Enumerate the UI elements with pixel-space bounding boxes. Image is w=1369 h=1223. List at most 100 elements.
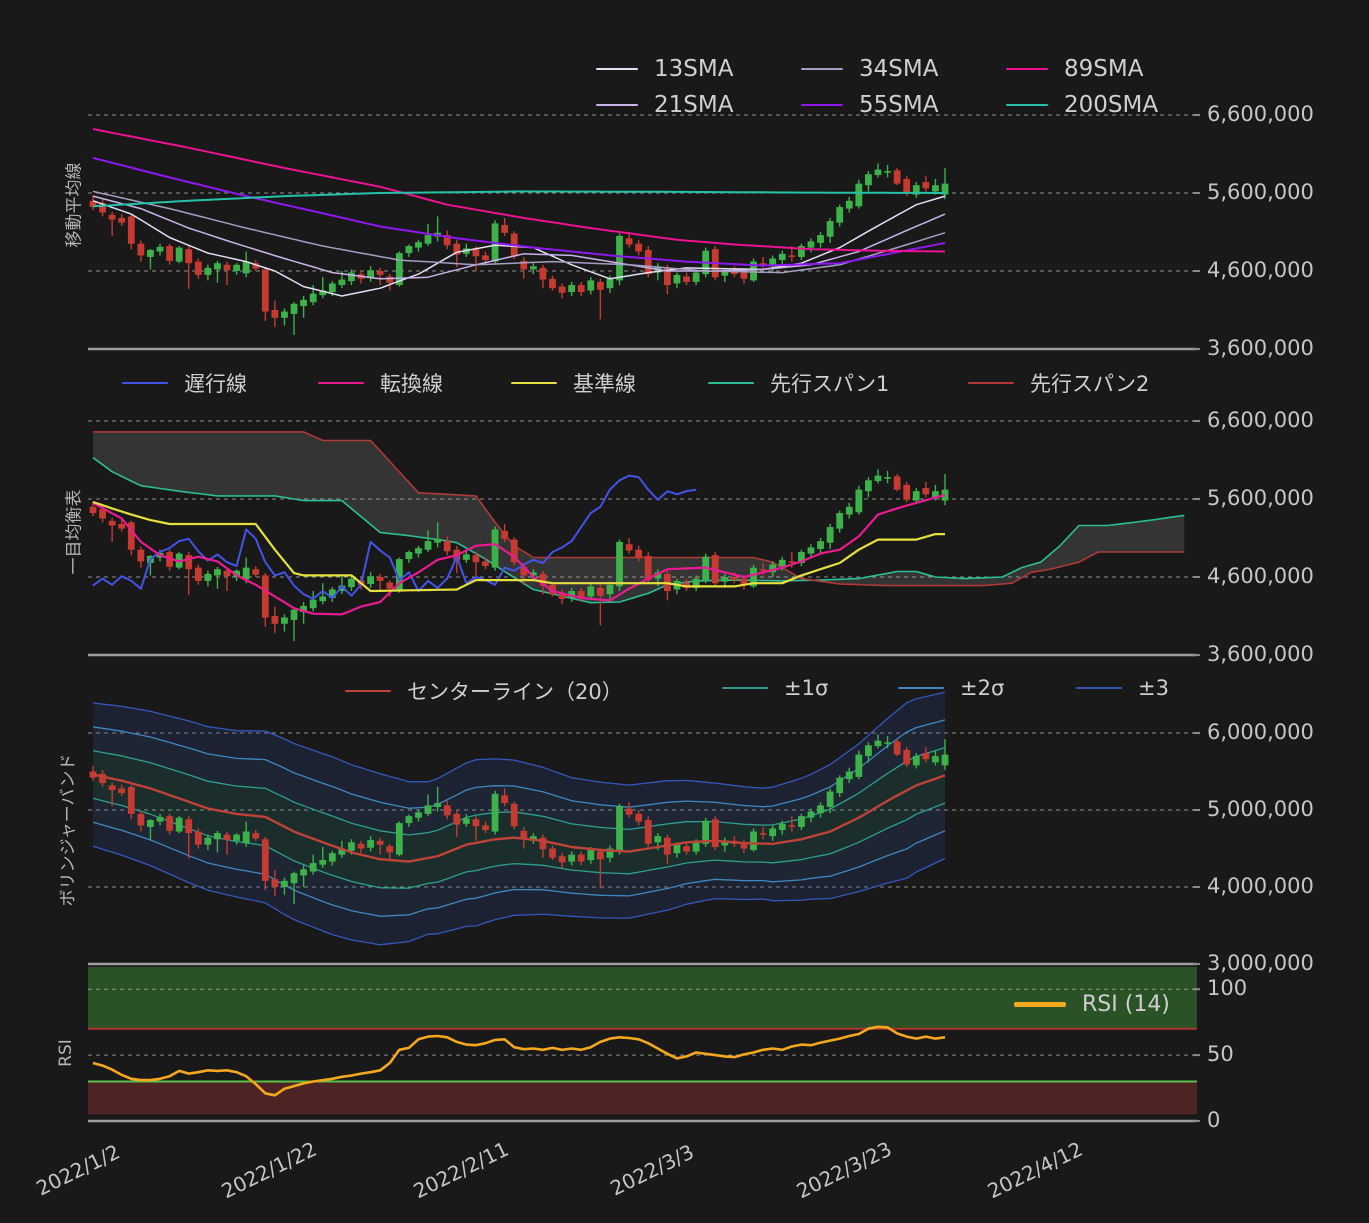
candle-body bbox=[204, 573, 212, 581]
y-tick-label: 0 bbox=[1207, 1108, 1221, 1132]
candle-body bbox=[769, 828, 777, 837]
candle-body bbox=[845, 771, 853, 780]
candle-body bbox=[233, 834, 240, 841]
candle-body bbox=[740, 272, 748, 279]
candle-body bbox=[798, 816, 805, 827]
candle-body bbox=[309, 599, 317, 609]
candle-body bbox=[281, 617, 288, 624]
y-tick-label: 50 bbox=[1207, 1042, 1234, 1067]
candle-body bbox=[932, 491, 939, 498]
candle-body bbox=[826, 221, 834, 237]
candle-body bbox=[501, 530, 509, 539]
candle-body bbox=[300, 605, 308, 613]
candle-body bbox=[108, 785, 116, 790]
legend-swatch bbox=[511, 381, 557, 385]
candle-body bbox=[625, 544, 633, 551]
candle-body bbox=[482, 255, 489, 261]
candle-body bbox=[750, 831, 757, 851]
candle-body bbox=[539, 837, 547, 850]
y-tick-label: 6,600,000 bbox=[1207, 102, 1314, 126]
candle-body bbox=[798, 246, 805, 257]
candle-body bbox=[424, 541, 432, 550]
candle-body bbox=[616, 235, 623, 281]
candle-body bbox=[127, 786, 135, 814]
legend-label: 89SMA bbox=[1064, 56, 1144, 82]
candle-body bbox=[99, 509, 106, 519]
legend-label: 先行スパン2 bbox=[1030, 372, 1150, 396]
candle-body bbox=[328, 589, 336, 599]
candle-body bbox=[893, 476, 901, 490]
candle-body bbox=[328, 283, 336, 293]
candle-body bbox=[242, 261, 250, 274]
candle-body bbox=[683, 276, 690, 282]
candle-body bbox=[673, 844, 681, 854]
candle-body bbox=[118, 523, 126, 529]
candle-body bbox=[233, 264, 240, 271]
candle-body bbox=[817, 805, 824, 814]
candle-body bbox=[606, 584, 614, 595]
candle-body bbox=[903, 178, 911, 194]
legend-item: RSI (14) bbox=[1014, 992, 1170, 1017]
candle-body bbox=[194, 831, 202, 845]
candle-body bbox=[156, 246, 164, 252]
candle-body bbox=[606, 278, 614, 289]
candle-body bbox=[663, 267, 671, 286]
candle-body bbox=[922, 488, 930, 495]
candle-body bbox=[462, 818, 470, 824]
legend-item: 200SMA bbox=[1006, 92, 1158, 118]
legend-item: ±3 bbox=[1076, 676, 1169, 700]
panel-axis-label-3: ボリンジャーバンド bbox=[58, 753, 79, 907]
candle-body bbox=[912, 491, 920, 501]
candle-body bbox=[587, 586, 595, 597]
candle-body bbox=[721, 577, 729, 582]
candle-body bbox=[510, 803, 518, 827]
legend-label: 基準線 bbox=[573, 372, 636, 396]
candle-body bbox=[750, 261, 757, 281]
sma-line-200SMA bbox=[92, 190, 945, 208]
legend-swatch bbox=[122, 381, 168, 385]
candle-body bbox=[836, 207, 844, 223]
candle-body bbox=[539, 267, 547, 280]
candle-body bbox=[884, 171, 891, 173]
candle-body bbox=[836, 777, 844, 794]
candle-body bbox=[798, 552, 805, 563]
candle-body bbox=[549, 848, 556, 858]
candle-body bbox=[415, 812, 422, 818]
candle-body bbox=[328, 853, 336, 862]
legend-label: 先行スパン1 bbox=[770, 372, 890, 396]
candle-body bbox=[721, 840, 729, 846]
candle-body bbox=[309, 293, 317, 303]
candle-body bbox=[338, 279, 346, 286]
legend-item: ±2σ bbox=[898, 676, 1004, 700]
candle-body bbox=[558, 592, 566, 599]
bb-center-line bbox=[92, 773, 946, 863]
candle-body bbox=[472, 555, 480, 563]
candle-body bbox=[568, 285, 576, 293]
candle-body bbox=[252, 569, 260, 575]
candle-body bbox=[357, 843, 365, 849]
candle-body bbox=[635, 813, 643, 822]
candle-body bbox=[300, 299, 308, 307]
candle-body bbox=[367, 576, 375, 585]
bb-fill-outer-top bbox=[93, 692, 945, 809]
legend-item: 先行スパン1 bbox=[708, 368, 889, 398]
legend-item: センターライン（20） bbox=[345, 676, 623, 706]
y-tick-label: 3,000,000 bbox=[1207, 951, 1314, 975]
candle-body bbox=[865, 480, 872, 492]
candle-body bbox=[826, 527, 834, 543]
candle-body bbox=[137, 549, 145, 562]
candle-body bbox=[194, 567, 202, 581]
candle-body bbox=[147, 249, 154, 257]
candle-body bbox=[415, 242, 422, 248]
candle-body bbox=[175, 817, 183, 832]
candle-body bbox=[491, 529, 499, 568]
candle-body bbox=[185, 819, 193, 834]
candle-body bbox=[740, 842, 748, 849]
candle-body bbox=[501, 224, 509, 233]
candle-body bbox=[472, 249, 480, 257]
candle-body bbox=[424, 235, 432, 244]
candle-body bbox=[855, 754, 863, 777]
candle-body bbox=[845, 506, 853, 515]
